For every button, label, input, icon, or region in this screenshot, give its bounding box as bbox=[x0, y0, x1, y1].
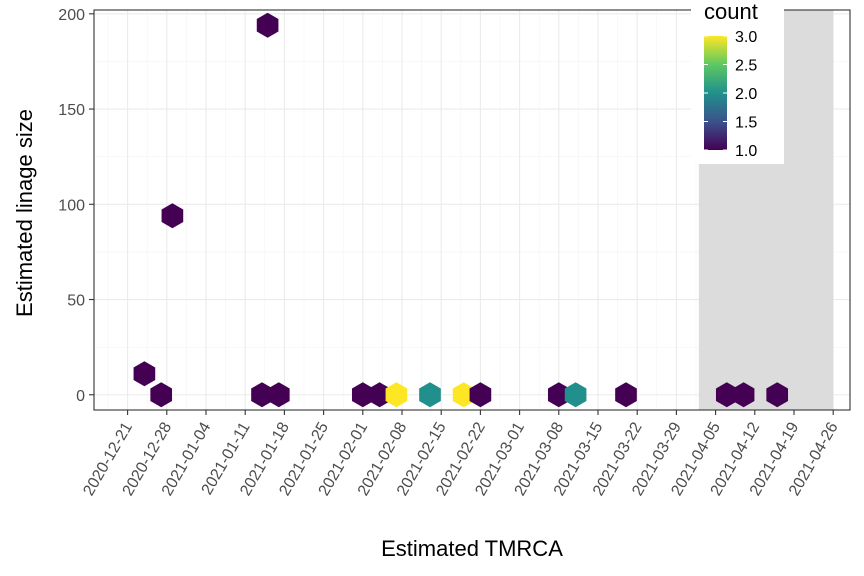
legend-title: count bbox=[704, 0, 758, 24]
hexbin-cell bbox=[251, 382, 273, 408]
y-tick-label: 0 bbox=[76, 388, 85, 405]
hexbin-cell bbox=[256, 12, 279, 38]
legend-label: 3.0 bbox=[735, 29, 757, 46]
hexbin-cell bbox=[766, 382, 789, 408]
y-tick-label: 100 bbox=[58, 197, 85, 214]
hexbin-cell bbox=[732, 382, 755, 408]
y-tick-label: 150 bbox=[58, 102, 85, 119]
legend-labels: 3.0 2.5 2.0 1.5 1.0 bbox=[735, 29, 757, 160]
x-axis: 2020-12-212020-12-282021-01-042021-01-11… bbox=[80, 410, 842, 499]
legend-label: 1.5 bbox=[735, 115, 757, 132]
hexbin-cell bbox=[267, 382, 290, 408]
plot-panel-border bbox=[93, 9, 851, 411]
hexbin-cell bbox=[615, 382, 637, 408]
hexbin-cell bbox=[715, 382, 738, 408]
hexbin-cell bbox=[150, 382, 173, 408]
hexbin-cells bbox=[133, 12, 789, 408]
legend-label: 2.0 bbox=[735, 86, 757, 103]
hexbin-cell bbox=[564, 382, 587, 408]
y-tick-label: 200 bbox=[58, 7, 85, 24]
x-axis-title: Estimated TMRCA bbox=[381, 536, 563, 561]
legend-label: 2.5 bbox=[735, 58, 757, 75]
hexbin-cell bbox=[469, 382, 492, 408]
hexbin-cell bbox=[351, 382, 374, 408]
hexbin-cell bbox=[133, 361, 156, 387]
hexbin-cell bbox=[368, 382, 391, 408]
legend-colorbar bbox=[704, 36, 727, 150]
y-axis-title: Estimated linage size bbox=[12, 109, 37, 317]
y-axis: 0 50 100 150 200 bbox=[58, 7, 94, 405]
y-tick-label: 50 bbox=[67, 293, 85, 310]
legend-label: 1.0 bbox=[735, 143, 757, 160]
hexbin-cell bbox=[161, 203, 184, 229]
legend: count 3.0 2.5 2.0 1.5 1.0 bbox=[691, 0, 784, 164]
hexbin-cell bbox=[547, 382, 570, 408]
hexbin-cell bbox=[419, 382, 441, 408]
hexbin-cell bbox=[452, 382, 475, 408]
hexbin-cell bbox=[385, 382, 408, 408]
